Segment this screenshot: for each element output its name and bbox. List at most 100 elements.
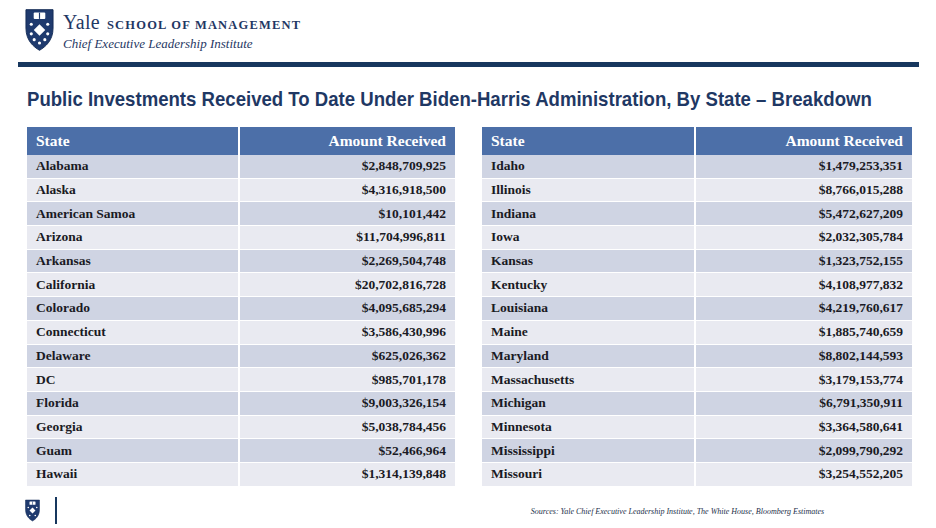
brand-subtitle: Chief Executive Leadership Institute: [63, 36, 301, 52]
table-row: Delaware$625,026,362: [27, 345, 455, 369]
table-row: Mississippi$2,099,790,292: [482, 439, 912, 463]
table-body: Alabama$2,848,709,925Alaska$4,316,918,50…: [27, 155, 455, 487]
amount-cell: $5,472,627,209: [696, 206, 912, 222]
table-row: Indiana$5,472,627,209: [482, 202, 912, 226]
state-cell: Colorado: [27, 297, 240, 320]
table-row: Maryland$8,802,144,593: [482, 345, 912, 369]
state-table-left: State Amount Received Alabama$2,848,709,…: [27, 127, 455, 487]
state-cell: Louisiana: [482, 297, 696, 320]
table-row: Guam$52,466,964: [27, 439, 455, 463]
state-cell: Michigan: [482, 392, 696, 415]
state-cell: Connecticut: [27, 321, 240, 344]
yale-shield-icon: [25, 499, 40, 522]
amount-cell: $3,254,552,205: [696, 466, 912, 482]
amount-cell: $5,038,784,456: [240, 419, 455, 435]
column-header-amount: Amount Received: [240, 132, 455, 150]
amount-cell: $1,323,752,155: [696, 253, 912, 269]
amount-cell: $3,364,580,641: [696, 419, 912, 435]
state-cell: Mississippi: [482, 439, 696, 462]
header-rule: [18, 62, 919, 67]
table-row: Colorado$4,095,685,294: [27, 297, 455, 321]
table-row: Alaska$4,316,918,500: [27, 179, 455, 203]
amount-cell: $625,026,362: [240, 348, 455, 364]
amount-cell: $9,003,326,154: [240, 395, 455, 411]
table-row: Illinois$8,766,015,288: [482, 179, 912, 203]
amount-cell: $8,766,015,288: [696, 182, 912, 198]
amount-cell: $11,704,996,811: [240, 229, 455, 245]
state-cell: Maine: [482, 321, 696, 344]
state-cell: DC: [27, 368, 240, 391]
table-row: Connecticut$3,586,430,996: [27, 321, 455, 345]
amount-cell: $1,885,740,659: [696, 324, 912, 340]
state-cell: Guam: [27, 439, 240, 462]
page-title: Public Investments Received To Date Unde…: [27, 87, 872, 111]
amount-cell: $1,479,253,351: [696, 158, 912, 174]
table-row: Kansas$1,323,752,155: [482, 250, 912, 274]
state-cell: American Samoa: [27, 202, 240, 225]
table-header: State Amount Received: [27, 127, 455, 155]
table-row: Maine$1,885,740,659: [482, 321, 912, 345]
amount-cell: $4,219,760,617: [696, 300, 912, 316]
amount-cell: $4,108,977,832: [696, 277, 912, 293]
amount-cell: $2,848,709,925: [240, 158, 455, 174]
footer-divider: [55, 497, 57, 524]
state-cell: Arkansas: [27, 250, 240, 273]
table-row: Alabama$2,848,709,925: [27, 155, 455, 179]
state-cell: Massachusetts: [482, 368, 696, 391]
table-row: Hawaii$1,314,139,848: [27, 463, 455, 487]
slide: Yale SCHOOL OF MANAGEMENT Chief Executiv…: [0, 0, 936, 528]
amount-cell: $985,701,178: [240, 372, 455, 388]
column-header-state: State: [27, 127, 240, 155]
table-row: Minnesota$3,364,580,641: [482, 416, 912, 440]
state-cell: California: [27, 273, 240, 296]
state-cell: Delaware: [27, 345, 240, 368]
amount-cell: $8,802,144,593: [696, 348, 912, 364]
table-row: California$20,702,816,728: [27, 273, 455, 297]
state-table-right: State Amount Received Idaho$1,479,253,35…: [482, 127, 912, 487]
table-row: Missouri$3,254,552,205: [482, 463, 912, 487]
amount-cell: $4,095,685,294: [240, 300, 455, 316]
column-header-state: State: [482, 127, 696, 155]
state-cell: Illinois: [482, 179, 696, 202]
amount-cell: $6,791,350,911: [696, 395, 912, 411]
amount-cell: $3,586,430,996: [240, 324, 455, 340]
table-row: Iowa$2,032,305,784: [482, 226, 912, 250]
table-row: Louisiana$4,219,760,617: [482, 297, 912, 321]
state-cell: Alabama: [27, 155, 240, 178]
column-header-amount: Amount Received: [696, 132, 912, 150]
table-body: Idaho$1,479,253,351Illinois$8,766,015,28…: [482, 155, 912, 487]
amount-cell: $3,179,153,774: [696, 372, 912, 388]
sources-note: Sources: Yale Chief Executive Leadership…: [505, 507, 850, 516]
amount-cell: $2,269,504,748: [240, 253, 455, 269]
state-cell: Hawaii: [27, 463, 240, 486]
state-cell: Missouri: [482, 463, 696, 486]
table-row: Idaho$1,479,253,351: [482, 155, 912, 179]
table-row: Arizona$11,704,996,811: [27, 226, 455, 250]
state-cell: Florida: [27, 392, 240, 415]
state-cell: Kansas: [482, 250, 696, 273]
table-row: Michigan$6,791,350,911: [482, 392, 912, 416]
amount-cell: $4,316,918,500: [240, 182, 455, 198]
table-row: DC$985,701,178: [27, 368, 455, 392]
state-cell: Alaska: [27, 179, 240, 202]
brand-wordmark: Yale SCHOOL OF MANAGEMENT Chief Executiv…: [63, 11, 301, 52]
amount-cell: $20,702,816,728: [240, 277, 455, 293]
state-cell: Idaho: [482, 155, 696, 178]
brand-suffix: SCHOOL OF MANAGEMENT: [107, 18, 301, 33]
table-header: State Amount Received: [482, 127, 912, 155]
table-row: Florida$9,003,326,154: [27, 392, 455, 416]
state-cell: Maryland: [482, 345, 696, 368]
amount-cell: $2,099,790,292: [696, 443, 912, 459]
state-cell: Indiana: [482, 202, 696, 225]
table-row: Georgia$5,038,784,456: [27, 416, 455, 440]
state-cell: Arizona: [27, 226, 240, 249]
yale-shield-icon: [25, 8, 54, 52]
state-cell: Georgia: [27, 416, 240, 439]
amount-cell: $52,466,964: [240, 443, 455, 459]
amount-cell: $10,101,442: [240, 206, 455, 222]
amount-cell: $1,314,139,848: [240, 466, 455, 482]
state-cell: Kentucky: [482, 273, 696, 296]
state-cell: Iowa: [482, 226, 696, 249]
table-row: Arkansas$2,269,504,748: [27, 250, 455, 274]
amount-cell: $2,032,305,784: [696, 229, 912, 245]
